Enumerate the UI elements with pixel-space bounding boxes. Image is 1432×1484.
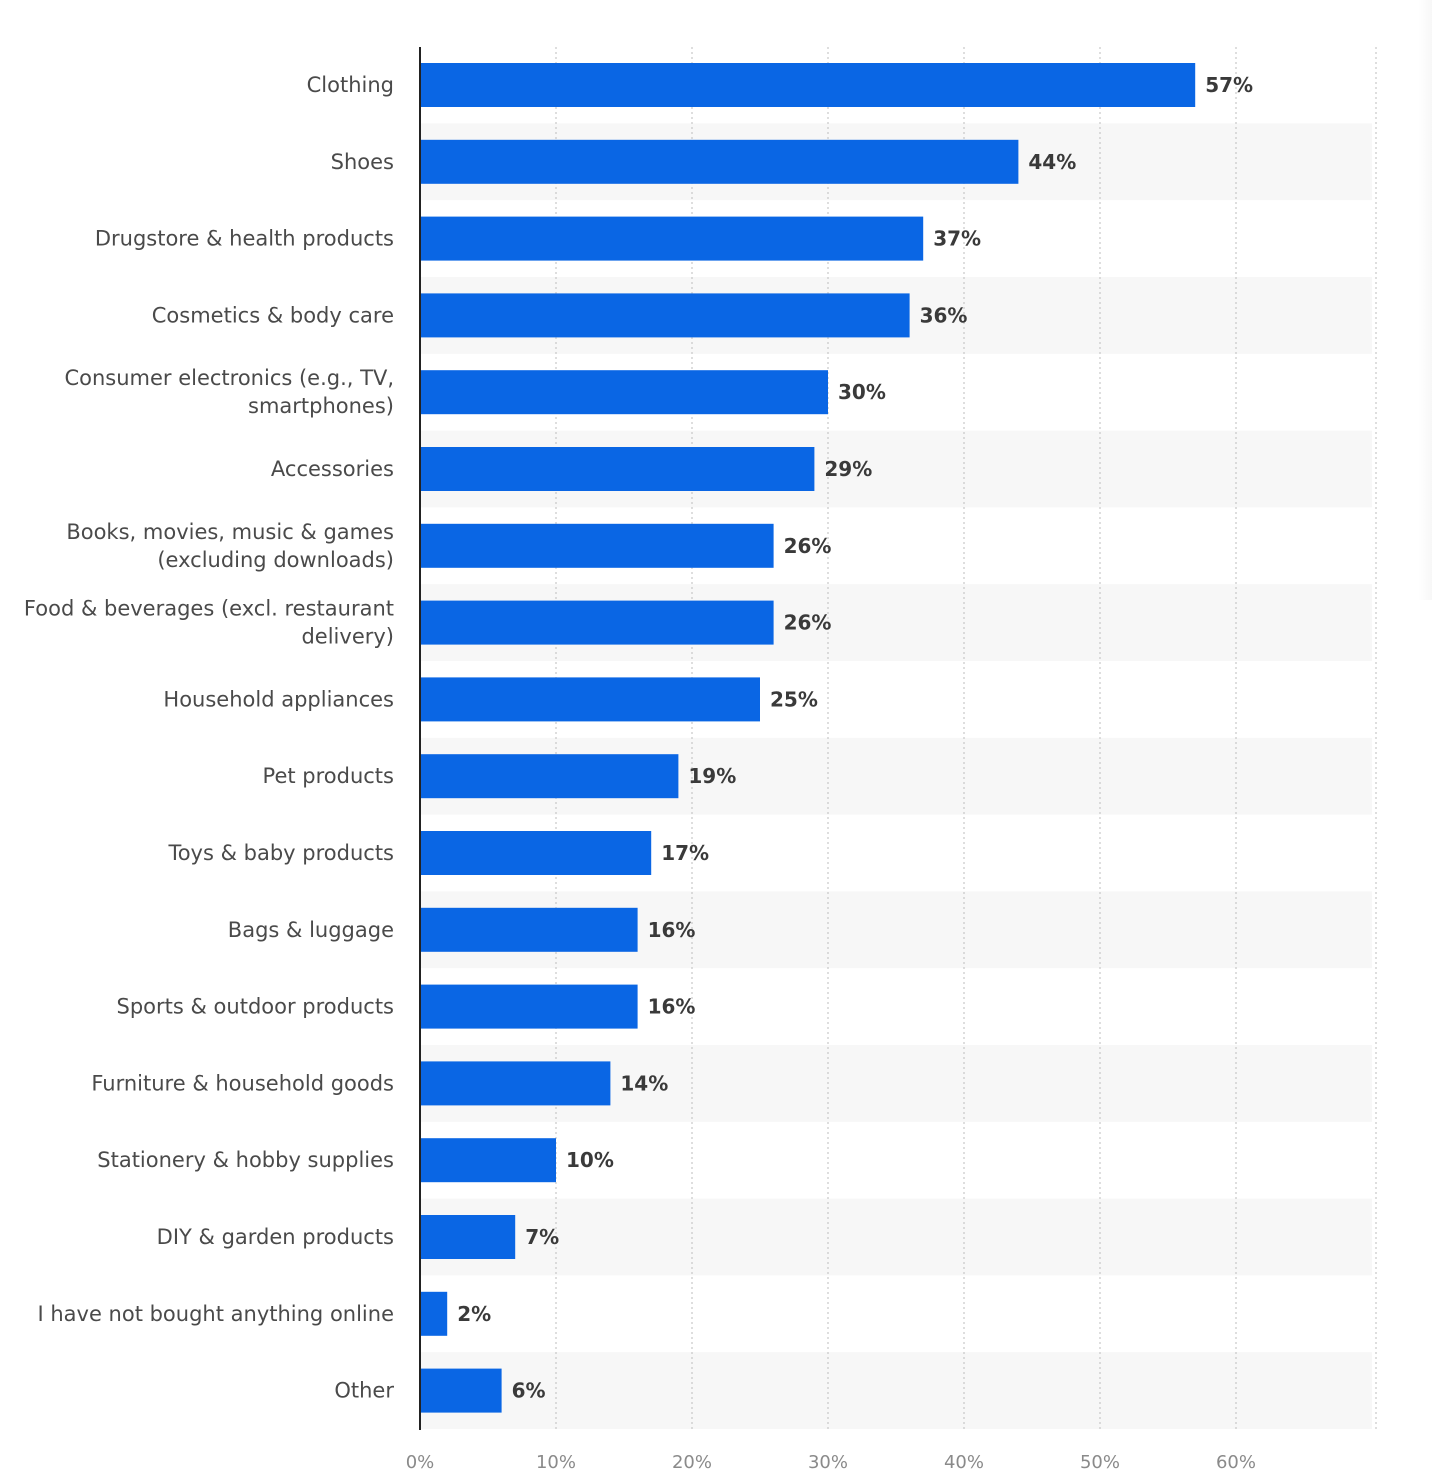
category-label: Bags & luggage (228, 918, 394, 942)
category-label: Other (334, 1379, 394, 1403)
x-tick-label: 60% (1216, 1452, 1256, 1473)
value-labels: 57% 44% 37% 36% 30% 29% 26% 26% 25% 19% 17% 16% 16% 1… (457, 73, 1253, 1403)
data-label: 36% (920, 303, 968, 327)
category-label: Cosmetics & body care (152, 303, 394, 327)
category-label: Books, movies, music & games (excluding d… (66, 520, 394, 572)
category-label: Furniture & household goods (91, 1071, 394, 1095)
row-stripe (420, 1198, 1372, 1276)
bar[interactable] (420, 1138, 556, 1183)
x-tick-label: 50% (1080, 1452, 1120, 1473)
data-label: 10% (566, 1148, 614, 1172)
x-tick-label: 30% (808, 1452, 848, 1473)
bars (420, 63, 1196, 1413)
data-label: 16% (648, 995, 696, 1019)
x-tick-label: 20% (672, 1452, 712, 1473)
bar[interactable] (420, 984, 638, 1029)
bar[interactable] (420, 600, 774, 645)
x-tick-label: 40% (944, 1452, 984, 1473)
bar[interactable] (420, 1368, 502, 1413)
data-label: 2% (457, 1302, 491, 1326)
bar[interactable] (420, 1061, 611, 1106)
data-label: 44% (1028, 150, 1076, 174)
category-label: Pet products (263, 764, 394, 788)
bar[interactable] (420, 831, 652, 875)
bar[interactable] (420, 523, 774, 568)
data-label: 16% (648, 918, 696, 942)
category-label: I have not bought anything online (37, 1302, 394, 1326)
bar[interactable] (420, 216, 924, 261)
category-label: Stationery & hobby supplies (97, 1148, 394, 1172)
category-label: Toys & baby products (167, 841, 394, 865)
data-label: 26% (784, 611, 832, 635)
x-axis: 0% 10% 20% 30% 40% 50% 60% (406, 1452, 1256, 1473)
data-label: 30% (838, 380, 886, 404)
bar[interactable] (420, 1291, 448, 1336)
data-label: 6% (512, 1379, 546, 1403)
data-label: 19% (688, 764, 736, 788)
data-label: 25% (770, 687, 818, 711)
bar[interactable] (420, 907, 638, 952)
data-label: 26% (784, 534, 832, 558)
bar[interactable] (420, 139, 1019, 184)
bar[interactable] (420, 754, 679, 799)
bar[interactable] (420, 447, 815, 491)
category-label: Household appliances (163, 687, 394, 711)
category-labels: Clothing Shoes Drugstore & health products… (24, 73, 394, 1403)
data-label: 14% (620, 1071, 668, 1095)
category-label: Consumer electronics (e.g., TV, smartphon… (64, 366, 394, 418)
data-label: 7% (525, 1225, 559, 1249)
edge-shadow (1418, 0, 1432, 600)
bar[interactable] (420, 293, 910, 338)
category-label: Sports & outdoor products (117, 995, 394, 1019)
category-label: Drugstore & health products (95, 227, 394, 251)
bar[interactable] (420, 1215, 516, 1259)
data-label: 29% (824, 457, 872, 481)
data-label: 37% (933, 227, 981, 251)
category-label: Food & beverages (excl. restaurant delive… (24, 597, 394, 649)
bar[interactable] (420, 63, 1196, 107)
data-label: 17% (661, 841, 709, 865)
category-label: DIY & garden products (157, 1225, 394, 1249)
x-tick-label: 10% (536, 1452, 576, 1473)
row-stripe (420, 1352, 1372, 1429)
x-tick-label: 0% (406, 1452, 435, 1473)
data-label: 57% (1205, 73, 1253, 97)
category-label: Accessories (271, 457, 394, 481)
bar[interactable] (420, 370, 828, 415)
category-label: Clothing (307, 73, 394, 97)
category-label: Shoes (331, 150, 394, 174)
bar[interactable] (420, 677, 760, 722)
gridlines (555, 47, 1377, 1430)
